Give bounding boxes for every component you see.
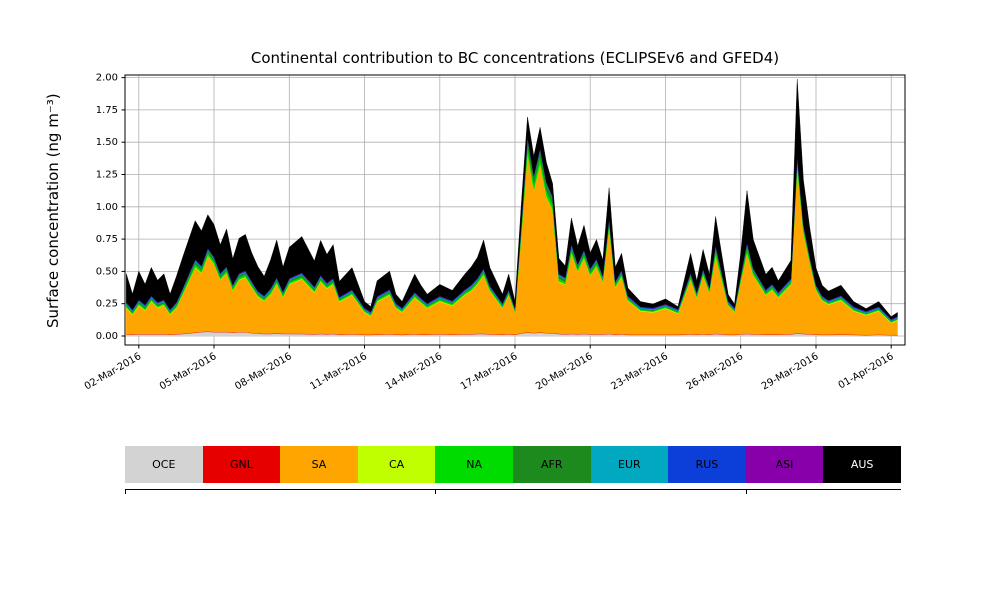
area-AUS xyxy=(126,79,898,320)
x-axis-tick-label: 14-Mar-2016 xyxy=(384,351,445,392)
x-axis-tick-label: 08-Mar-2016 xyxy=(233,351,294,392)
legend-label-GNL: GNL xyxy=(229,458,253,471)
plot-area: 0.00 0.25 0.50 0.75 1.00 1.25 1.50 1.75 2.00 02-M… xyxy=(83,73,906,392)
x-axis-tick-label: 01-Apr-2016 xyxy=(837,351,896,391)
legend-item-NA: NA xyxy=(435,446,513,483)
x-axis-tick-label: 23-Mar-2016 xyxy=(609,351,670,392)
legend-label-AFR: AFR xyxy=(541,458,563,471)
y-axis-tick-label: 1.75 xyxy=(96,105,118,116)
y-axis-tick-label: 1.00 xyxy=(96,202,118,213)
legend-item-CA: CA xyxy=(357,446,436,483)
legend-axis-tick xyxy=(125,490,126,494)
legend-label-NA: NA xyxy=(466,458,483,471)
legend-item-OCE: OCE xyxy=(125,446,203,483)
legend-item-RUS: RUS xyxy=(668,446,746,483)
legend-item-EUR: EUR xyxy=(590,446,669,483)
legend-axis-tick xyxy=(745,490,747,494)
x-axis-tick-label: 05-Mar-2016 xyxy=(158,351,219,392)
legend-label-EUR: EUR xyxy=(618,458,641,471)
x-axis-tick-label: 11-Mar-2016 xyxy=(308,351,369,392)
legend-item-AFR: AFR xyxy=(512,446,591,483)
x-axis-tick-label: 20-Mar-2016 xyxy=(534,351,595,392)
y-axis-tick-label: 0.25 xyxy=(96,299,118,310)
legend-axis-tick xyxy=(435,490,437,494)
legend-item-ASI: ASI xyxy=(745,446,824,483)
legend-label-AUS: AUS xyxy=(850,458,874,471)
legend-item-GNL: GNL xyxy=(202,446,281,483)
legend: OCE GNL SA CA NA AFR EUR RUS ASI AUS xyxy=(125,446,901,483)
legend-item-SA: SA xyxy=(280,446,358,483)
legend-axis xyxy=(125,489,901,496)
legend-label-RUS: RUS xyxy=(695,458,719,471)
legend-label-ASI: ASI xyxy=(775,458,794,471)
legend-item-AUS: AUS xyxy=(823,446,901,483)
x-axis-tick-label: 26-Mar-2016 xyxy=(685,351,746,392)
legend-label-SA: SA xyxy=(311,458,327,471)
x-axis-tick-label: 29-Mar-2016 xyxy=(760,351,821,392)
legend-label-OCE: OCE xyxy=(152,458,176,471)
y-axis-tick-label: 0.50 xyxy=(96,266,118,277)
y-axis-tick-label: 0.00 xyxy=(96,331,118,342)
legend-label-CA: CA xyxy=(388,458,405,471)
y-axis-tick-label: 2.00 xyxy=(96,73,118,84)
chart-title: Continental contribution to BC concentra… xyxy=(250,49,780,67)
y-axis-tick-label: 1.50 xyxy=(96,137,118,148)
x-axis-tick-label: 17-Mar-2016 xyxy=(459,351,520,392)
x-axis-tick-label: 02-Mar-2016 xyxy=(83,351,144,392)
y-axis-tick-label: 0.75 xyxy=(96,234,118,245)
y-axis-tick-label: 1.25 xyxy=(96,170,118,181)
